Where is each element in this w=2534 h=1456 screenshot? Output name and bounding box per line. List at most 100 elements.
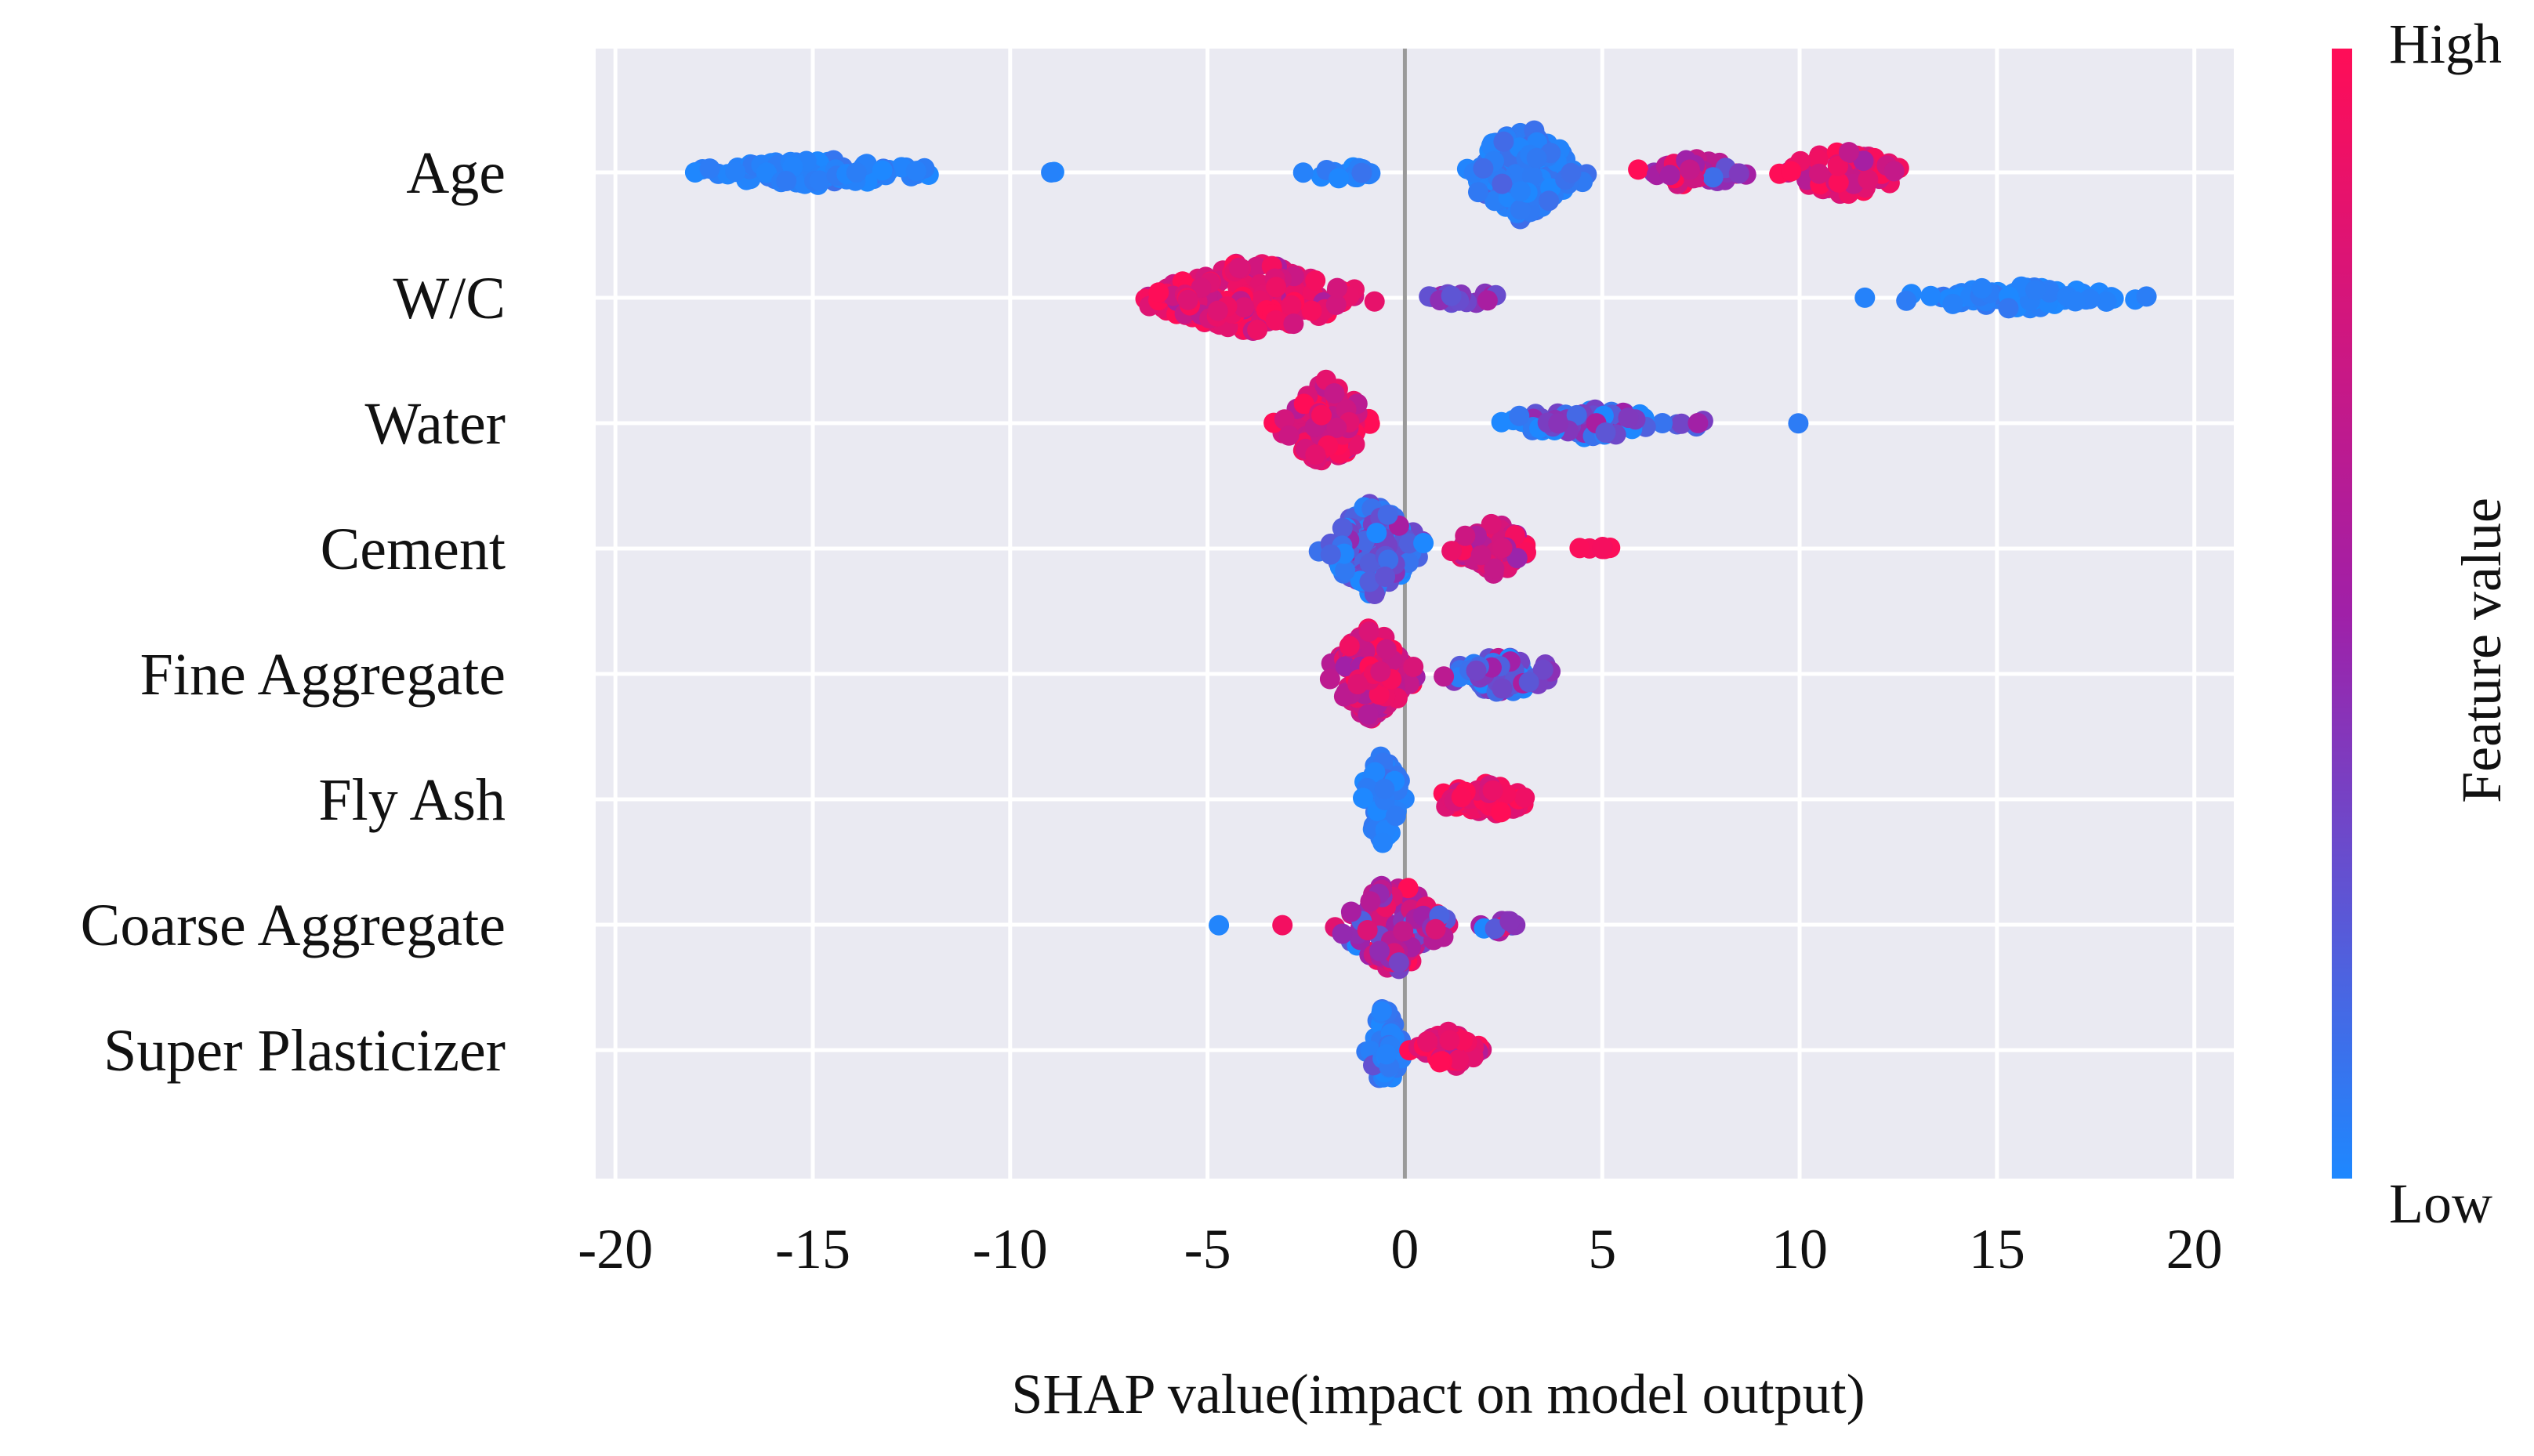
shap-point [1371,1001,1392,1022]
shap-point [1364,291,1385,312]
shap-point [1283,313,1304,335]
shap-point [1883,161,1905,182]
shap-point [1360,891,1381,912]
shap-point [1359,552,1380,574]
shap-point [1376,1044,1397,1065]
shap-point [1369,684,1390,705]
shap-point [1828,172,1849,193]
shap-point [1466,660,1487,681]
shap-point [1335,656,1356,677]
shap-point [1148,282,1169,303]
feature-labels: Age W/C Water Cement Fine Aggregate Fly Ash Co… [81,140,506,1084]
shap-point [1429,1052,1450,1073]
shap-point [776,171,797,191]
shap-point [1376,639,1397,660]
shap-point [1566,404,1587,426]
shap-point [1441,285,1462,306]
shap-point [1569,538,1590,559]
shap-point [1532,659,1553,680]
shap-point [1492,538,1513,559]
x-tick-label: 10 [1771,1218,1828,1280]
shap-point [1272,915,1293,936]
shap-point [1207,300,1228,321]
shap-point [1393,921,1414,942]
shap-point [1234,297,1255,318]
x-tick-label: 15 [1969,1218,2025,1280]
shap-point [1499,911,1521,932]
shap-point [1484,558,1505,579]
x-tick-label: 0 [1390,1218,1419,1280]
shap-point [725,161,746,183]
shap-point [1455,525,1476,546]
shap-point [1659,165,1680,186]
shap-point [1374,778,1395,799]
shap-point [1493,131,1514,152]
shap-point [1245,256,1267,277]
shap-point [1417,1030,1438,1052]
shap-point [1370,661,1391,682]
shap-point [1942,293,1963,314]
x-tick-label: -20 [578,1218,653,1280]
colorbar-low-label: Low [2389,1172,2492,1235]
shap-point [1481,513,1502,534]
shap-point [1347,674,1369,695]
x-tick-label: -5 [1184,1218,1231,1280]
shap-point [1398,878,1419,899]
feature-label: Coarse Aggregate [81,893,506,958]
shap-point [1327,277,1348,299]
shap-point [1526,147,1547,168]
shap-point [846,162,867,183]
shap-point [1473,158,1494,179]
shap-point [1372,832,1394,853]
shap-point [2065,291,2086,312]
shap-point [1448,1049,1469,1070]
shap-point [1359,571,1380,592]
x-tick-label: -10 [973,1218,1048,1280]
shap-point [1561,162,1582,183]
shap-point [1492,173,1513,194]
shap-point [1041,162,1062,183]
shap-point [1470,545,1492,566]
shap-point [1353,788,1373,809]
shap-point [1377,504,1398,525]
shap-point [1509,405,1530,426]
colorbar-title: Feature value [2450,498,2513,803]
x-tick-labels: -20 -15 -10 -5 0 5 10 15 20 [578,1218,2222,1280]
shap-point [1618,407,1639,429]
shap-point [1451,787,1472,808]
shap-point [1920,285,1941,306]
shap-point [1971,277,1992,299]
shap-point [1293,393,1314,415]
shap-point [1388,952,1409,973]
shap-point [1482,780,1503,801]
shap-point [1413,533,1434,553]
shap-point [1398,533,1419,554]
shap-point [1385,806,1406,827]
shap-point [1191,277,1212,299]
shap-point [1326,417,1347,438]
feature-label: Fly Ash [318,767,506,833]
shap-point [1477,290,1498,311]
x-tick-label: -15 [775,1218,850,1280]
shap-point [1595,422,1616,443]
shap-point [1378,549,1399,570]
shap-point [1510,181,1531,201]
data-points [684,120,2157,1088]
shap-point [1301,300,1322,321]
shap-point [809,170,830,191]
shap-point [1375,567,1396,587]
shap-point [1781,161,1802,182]
shap-point [1228,257,1249,278]
shap-point [1439,1030,1460,1051]
x-tick-label: 20 [2166,1218,2223,1280]
shap-point [1281,295,1302,316]
feature-label: W/C [393,266,506,331]
shap-point [1671,413,1692,434]
shap-point [1366,523,1387,544]
shap-point [1492,678,1513,699]
shap-point [1335,560,1356,581]
shap-point [1425,918,1446,940]
shap-point [1539,190,1560,212]
colorbar-high-label: High [2389,13,2502,75]
